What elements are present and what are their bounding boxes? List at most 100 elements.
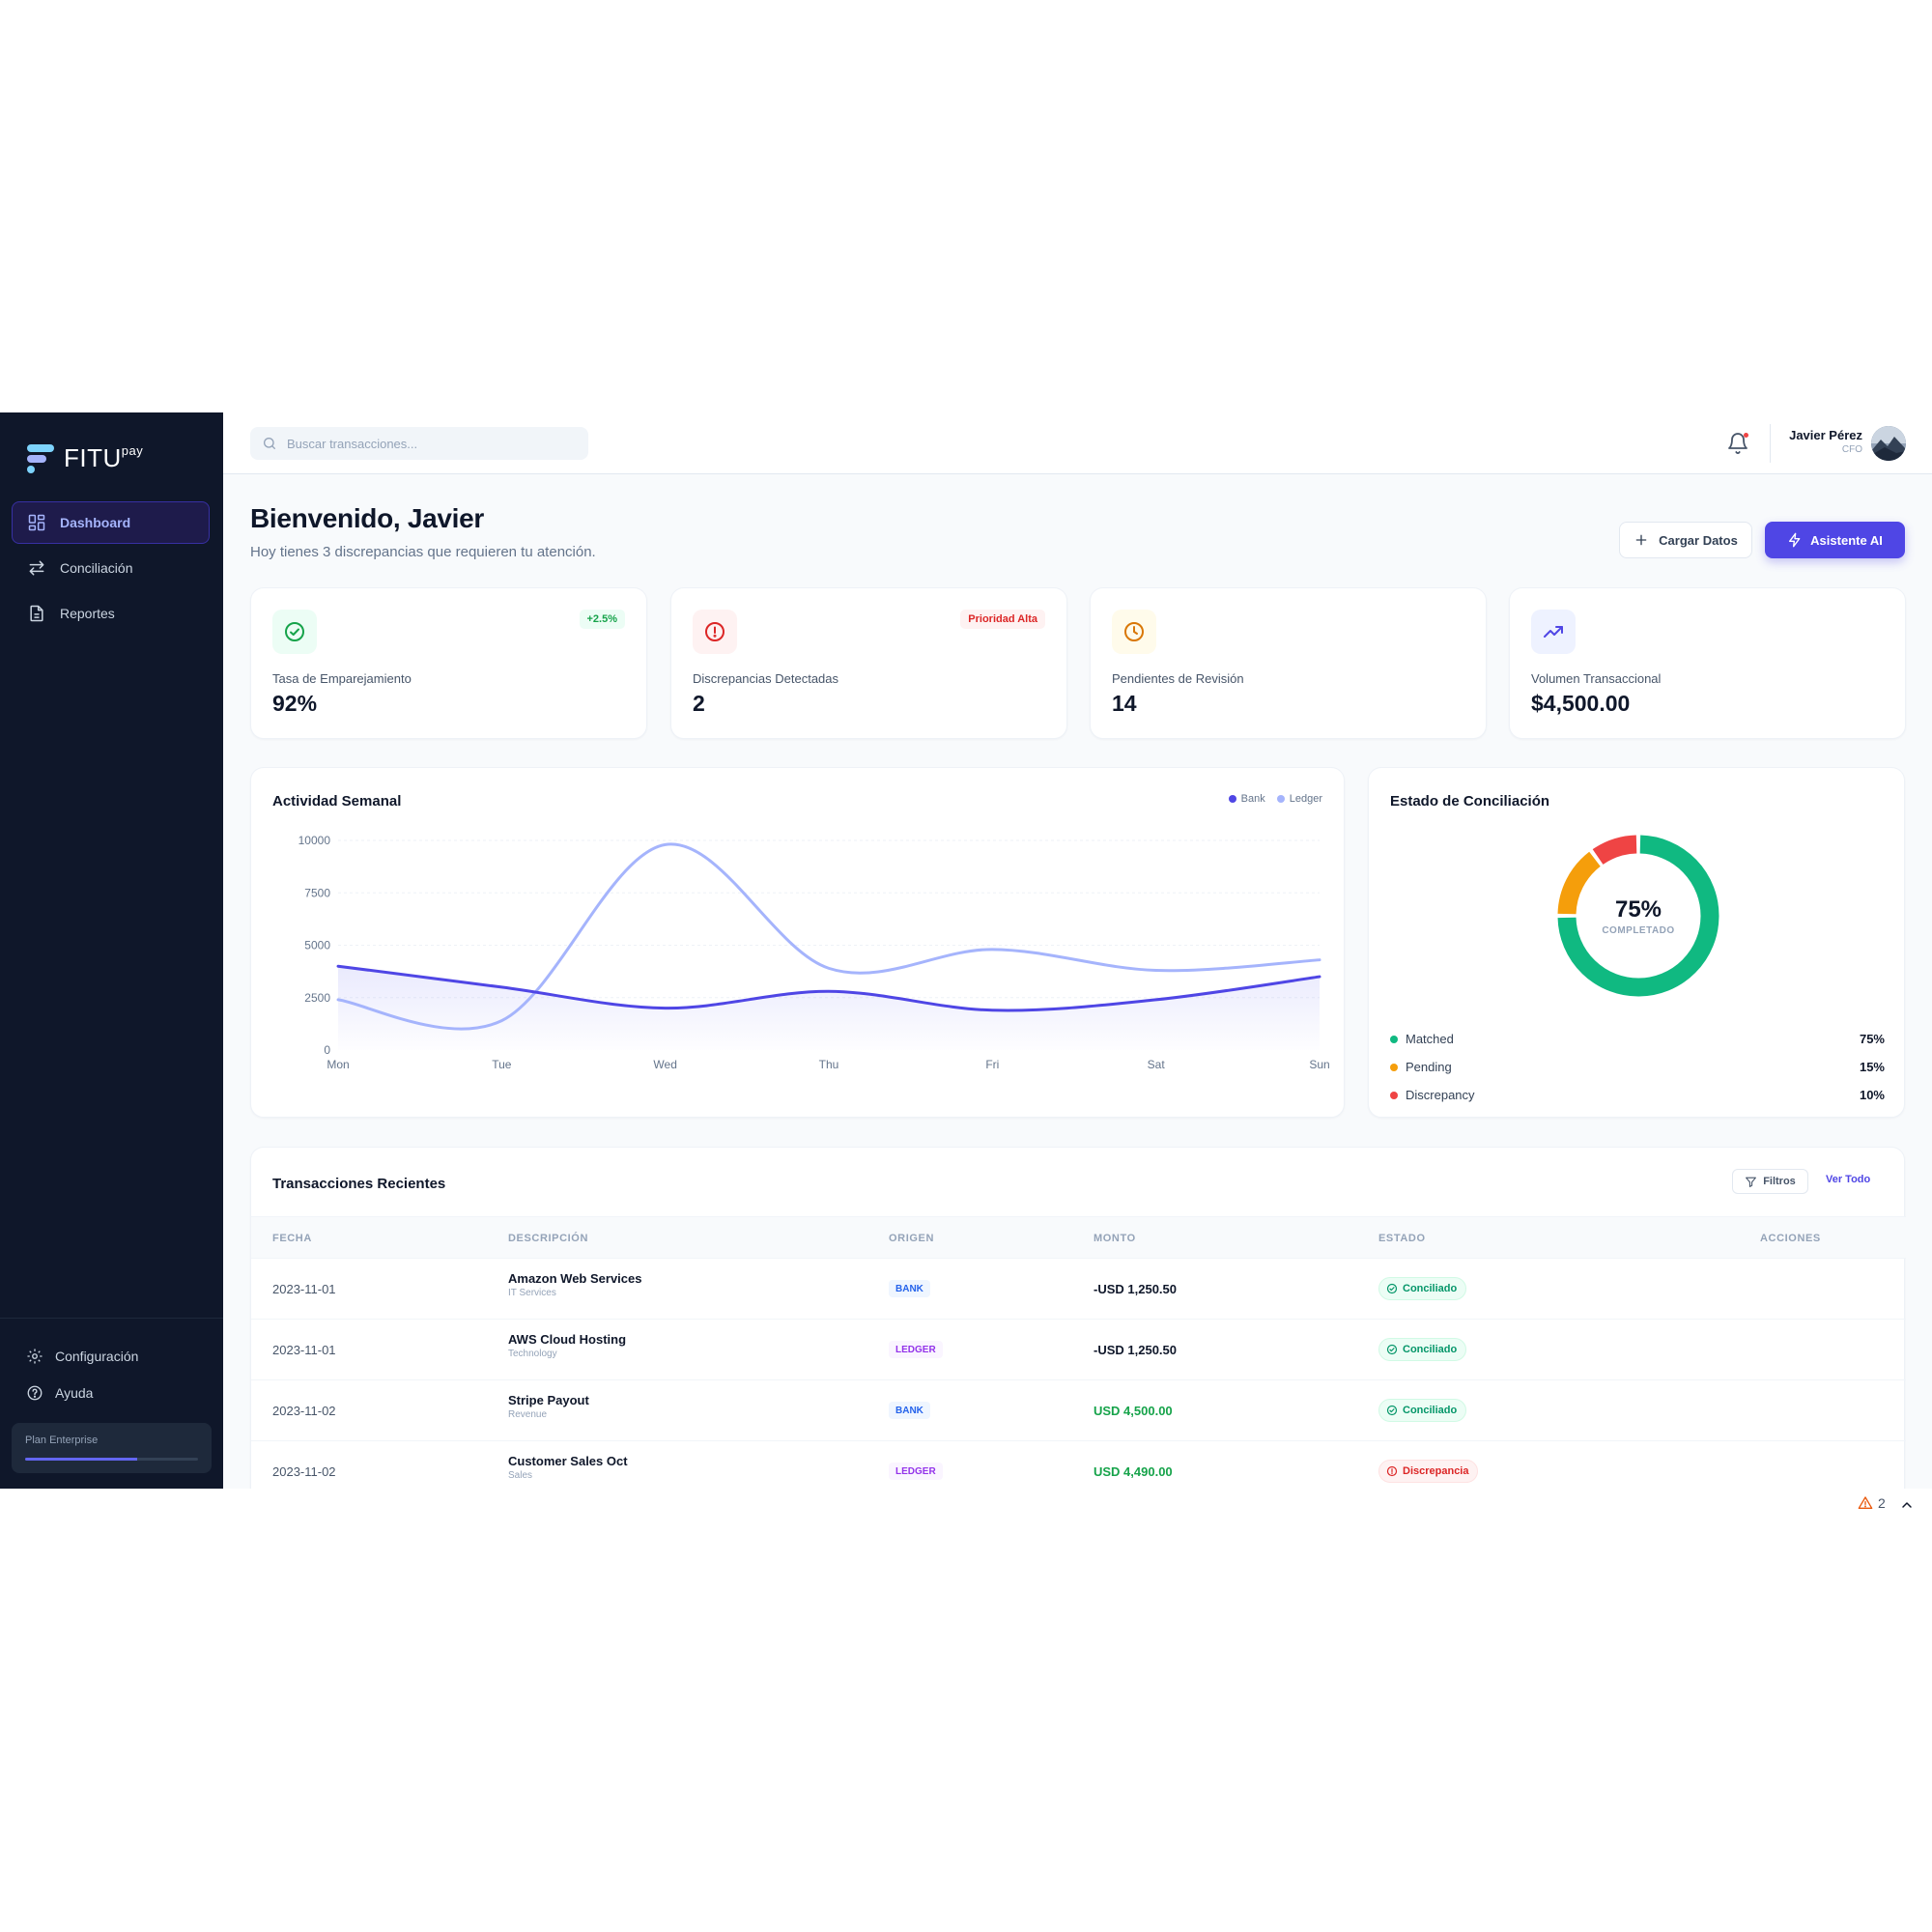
- main-content: Javier Pérez CFO Bienvenido, Javier Hoy …: [223, 412, 1932, 1489]
- legend-item-bank[interactable]: Bank: [1228, 793, 1265, 805]
- x-tick-label: Tue: [492, 1058, 512, 1071]
- sidebar-item-label: Dashboard: [60, 515, 131, 530]
- row-description: Customer Sales Oct Sales: [508, 1454, 628, 1481]
- row-description-title: Stripe Payout: [508, 1393, 589, 1407]
- legend-value: 10%: [1859, 1088, 1885, 1102]
- sidebar-item-conciliacion[interactable]: Conciliación: [12, 547, 210, 589]
- row-description-category: Technology: [508, 1349, 557, 1359]
- status-label: Discrepancia: [1403, 1465, 1469, 1477]
- page-title: Bienvenido, Javier: [250, 503, 485, 533]
- legend-value: 75%: [1859, 1032, 1885, 1046]
- row-description: Amazon Web Services IT Services: [508, 1271, 641, 1298]
- column-header[interactable]: DESCRIPCIÓN: [508, 1233, 588, 1244]
- table-row[interactable]: 2023-11-02 Customer Sales Oct Sales LEDGE…: [251, 1441, 1906, 1489]
- upload-data-button[interactable]: Cargar Datos: [1619, 522, 1752, 558]
- legend-item-ledger[interactable]: Ledger: [1276, 793, 1322, 805]
- x-tick-label: Mon: [327, 1058, 349, 1071]
- stat-value: 14: [1112, 691, 1137, 716]
- row-amount: USD 4,500.00: [1094, 1404, 1173, 1418]
- warnings-indicator[interactable]: 2: [1858, 1495, 1886, 1511]
- column-header: ACCIONES: [1760, 1233, 1821, 1244]
- page-subtitle: Hoy tienes 3 discrepancias que requieren…: [250, 544, 596, 560]
- chevron-up-icon[interactable]: [1899, 1497, 1915, 1513]
- clock-icon: [1112, 610, 1156, 654]
- row-description-category: Revenue: [508, 1409, 548, 1420]
- table-row[interactable]: 2023-11-02 Stripe Payout Revenue BANK USD…: [251, 1380, 1906, 1441]
- donut-slice-matched[interactable]: [1557, 835, 1719, 997]
- row-description-category: Sales: [508, 1470, 533, 1481]
- bank-area: [338, 966, 1320, 1050]
- brand-logo[interactable]: FITUpay: [27, 443, 143, 473]
- origin-badge: LEDGER: [889, 1341, 943, 1358]
- sidebar-item-label: Conciliación: [60, 560, 133, 576]
- filters-label: Filtros: [1763, 1176, 1796, 1187]
- plan-progress-fill: [25, 1458, 138, 1461]
- avatar[interactable]: [1871, 426, 1906, 461]
- chart-legend: Bank Ledger: [1228, 793, 1322, 805]
- stat-label: Discrepancias Detectadas: [693, 671, 839, 686]
- column-header[interactable]: ORIGEN: [889, 1233, 934, 1244]
- row-date: 2023-11-01: [272, 1343, 336, 1357]
- y-tick-label: 0: [324, 1043, 330, 1057]
- table-row[interactable]: 2023-11-01 AWS Cloud Hosting Technology L…: [251, 1320, 1906, 1380]
- sidebar-item-dashboard[interactable]: Dashboard: [12, 501, 210, 544]
- plus-icon: [1635, 534, 1647, 546]
- series-line-bank[interactable]: [336, 964, 1321, 1012]
- weekly-line-chart: 0 2500 5000 7500 10000 Mon Tue Wed Thu Fri Sat Sun: [298, 834, 1330, 1071]
- stat-card-volume: Volumen Transaccional $4,500.00: [1509, 587, 1906, 739]
- filters-button[interactable]: Filtros: [1732, 1169, 1808, 1194]
- donut-legend-discrepancy: Discrepancy 10%: [1390, 1088, 1885, 1102]
- y-tick-label: 7500: [304, 886, 330, 899]
- row-description-category: IT Services: [508, 1288, 556, 1298]
- legend-dot: [1390, 1035, 1398, 1043]
- donut-slice-pending[interactable]: [1557, 851, 1602, 915]
- stat-label: Tasa de Emparejamiento: [272, 671, 412, 686]
- legend-label: Discrepancy: [1406, 1088, 1475, 1102]
- chart-title: Actividad Semanal: [272, 793, 402, 810]
- legend-dot: [1276, 795, 1285, 803]
- sidebar-nav: Dashboard Conciliación Reportes: [12, 501, 210, 638]
- upload-data-label: Cargar Datos: [1659, 532, 1738, 548]
- sidebar-item-label: Configuración: [55, 1349, 139, 1364]
- series-line-ledger[interactable]: [336, 842, 1321, 1031]
- column-header[interactable]: FECHA: [272, 1233, 312, 1244]
- sidebar-item-ayuda[interactable]: Ayuda: [12, 1375, 212, 1411]
- topbar-divider: [1770, 424, 1771, 463]
- search-input[interactable]: [287, 436, 567, 451]
- table-header: FECHA DESCRIPCIÓN ORIGEN MONTO ESTADO AC…: [251, 1216, 1906, 1259]
- view-all-link[interactable]: Ver Todo: [1826, 1174, 1871, 1185]
- lightning-icon: [1789, 532, 1801, 548]
- ai-assistant-button[interactable]: Asistente AI: [1765, 522, 1905, 558]
- status-badge: Conciliado: [1378, 1399, 1467, 1422]
- sidebar-item-configuracion[interactable]: Configuración: [12, 1338, 212, 1375]
- weekly-activity-card: Actividad Semanal Bank Ledger 0 2500 5000 7…: [250, 767, 1345, 1118]
- trend-badge: +2.5%: [579, 610, 625, 629]
- stat-card-discrepancies: Prioridad Alta Discrepancias Detectadas …: [670, 587, 1067, 739]
- sidebar-item-reportes[interactable]: Reportes: [12, 592, 210, 635]
- reconciliation-donut-chart: [1557, 835, 1719, 997]
- brand-name: FITUpay: [64, 443, 144, 472]
- row-date: 2023-11-02: [272, 1464, 336, 1479]
- plan-card[interactable]: Plan Enterprise: [12, 1423, 212, 1473]
- table-row[interactable]: 2023-11-01 Amazon Web Services IT Service…: [251, 1259, 1906, 1320]
- legend-label: Bank: [1240, 793, 1265, 805]
- check-circle-icon: [272, 610, 317, 654]
- stat-value: 92%: [272, 691, 318, 716]
- row-amount: -USD 1,250.50: [1094, 1282, 1177, 1296]
- stat-card-match-rate: +2.5% Tasa de Emparejamiento 92%: [250, 587, 647, 739]
- topbar: Javier Pérez CFO: [223, 412, 1932, 474]
- recent-transactions-card: Transacciones Recientes Filtros Ver Todo…: [250, 1147, 1906, 1489]
- user-menu[interactable]: Javier Pérez CFO: [1789, 428, 1862, 455]
- donut-slice-discrepancy[interactable]: [1592, 835, 1637, 866]
- transactions-title: Transacciones Recientes: [272, 1176, 446, 1192]
- y-tick-label: 5000: [304, 939, 330, 952]
- filter-icon: [1746, 1177, 1757, 1187]
- stat-value: $4,500.00: [1531, 691, 1631, 716]
- check-circle-icon: [1386, 1283, 1398, 1294]
- row-date: 2023-11-02: [272, 1404, 336, 1418]
- notifications-button[interactable]: [1726, 432, 1749, 455]
- alert-circle-icon: [1386, 1465, 1398, 1477]
- column-header[interactable]: MONTO: [1094, 1233, 1136, 1244]
- dashboard-icon: [28, 514, 45, 531]
- column-header[interactable]: ESTADO: [1378, 1233, 1426, 1244]
